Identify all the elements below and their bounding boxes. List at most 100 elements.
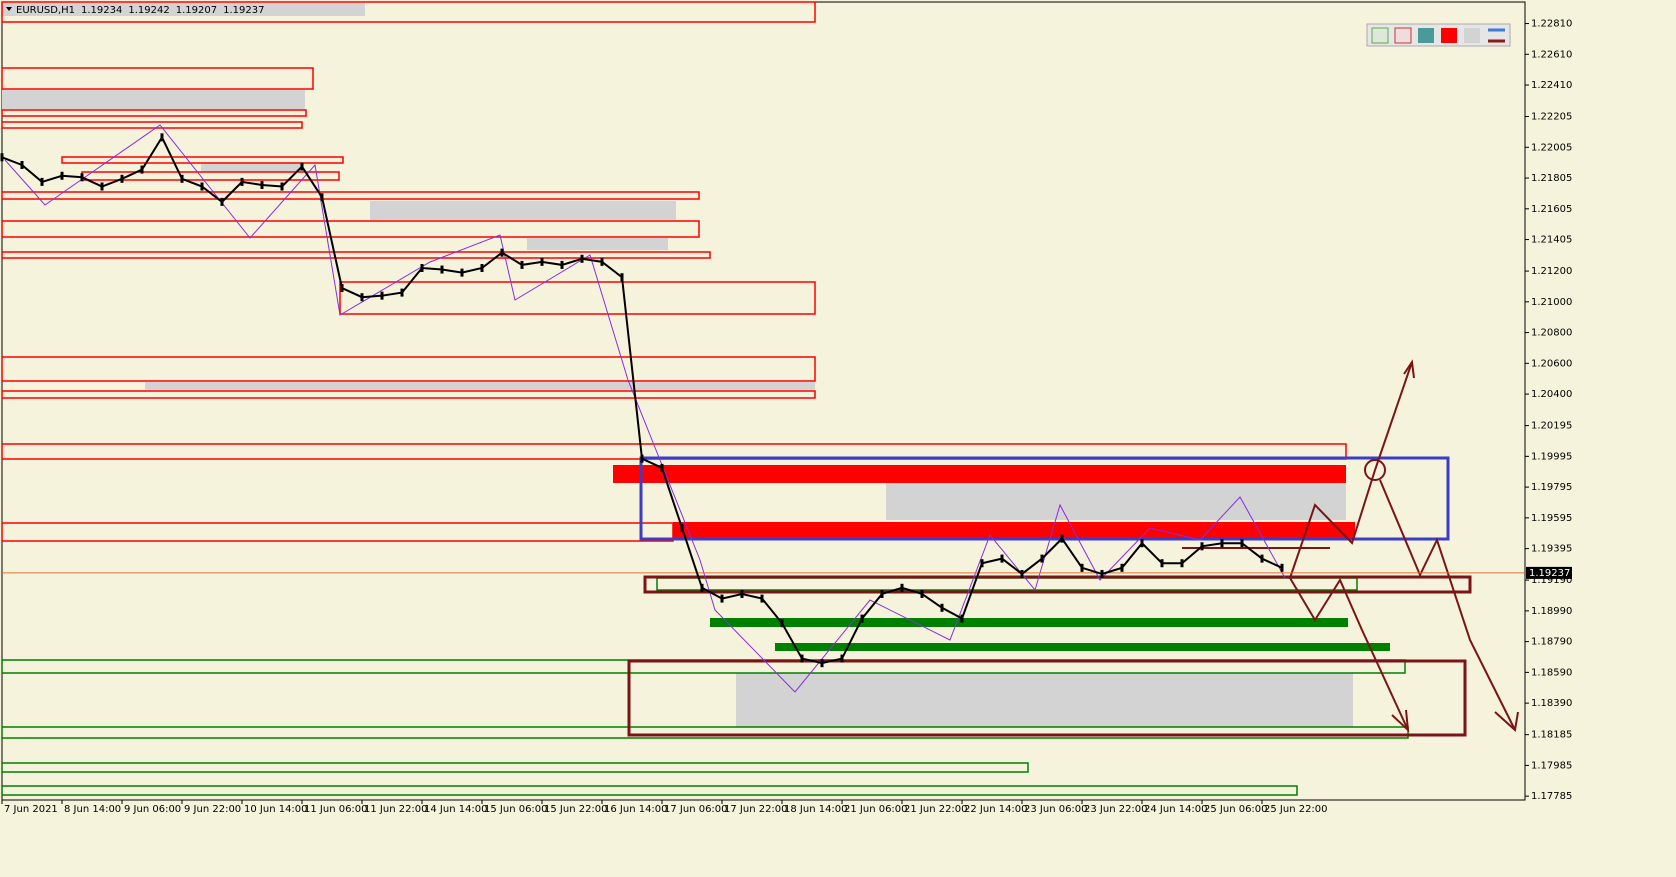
price-point bbox=[340, 283, 344, 292]
price-point bbox=[1180, 559, 1184, 568]
y-tick-label: 1.22205 bbox=[1531, 112, 1572, 123]
price-point bbox=[400, 288, 404, 297]
price-point bbox=[500, 248, 504, 257]
price-point bbox=[380, 291, 384, 300]
price-point bbox=[280, 182, 284, 191]
price-point bbox=[1260, 554, 1264, 563]
y-tick-label: 1.20400 bbox=[1531, 389, 1572, 400]
y-tick-label: 1.18590 bbox=[1531, 667, 1572, 678]
price-point bbox=[40, 177, 44, 186]
price-point bbox=[1240, 539, 1244, 548]
x-tick-label: 11 Jun 06:00 bbox=[304, 804, 368, 815]
price-point bbox=[1100, 569, 1104, 578]
price-point bbox=[160, 133, 164, 142]
price-point bbox=[1220, 539, 1224, 548]
price-point bbox=[180, 174, 184, 183]
y-tick-label: 1.19190 bbox=[1531, 575, 1572, 586]
price-point bbox=[420, 264, 424, 272]
supply-zone-filled bbox=[673, 522, 1355, 538]
header: EURUSD,H1 1.19234 1.19242 1.19207 1.19237 bbox=[16, 5, 264, 16]
symbol: EURUSD,H1 bbox=[16, 5, 75, 16]
price-point bbox=[940, 603, 944, 612]
x-tick-label: 25 Jun 06:00 bbox=[1204, 804, 1268, 815]
price-point bbox=[1160, 559, 1164, 568]
price-point bbox=[820, 659, 824, 668]
price-point bbox=[480, 264, 484, 272]
y-tick-label: 1.20800 bbox=[1531, 328, 1572, 339]
y-tick-label: 1.18790 bbox=[1531, 637, 1572, 648]
price-point bbox=[660, 463, 664, 472]
x-tick-label: 17 Jun 22:00 bbox=[724, 804, 788, 815]
price-point bbox=[1280, 563, 1284, 572]
price-point bbox=[580, 254, 584, 263]
x-tick-label: 22 Jun 14:00 bbox=[964, 804, 1028, 815]
price-point bbox=[720, 594, 724, 603]
y-tick-label: 1.21805 bbox=[1531, 173, 1572, 184]
price-point bbox=[540, 257, 544, 266]
legend-icons bbox=[1366, 23, 1511, 47]
x-tick-label: 23 Jun 22:00 bbox=[1084, 804, 1148, 815]
x-tick-label: 21 Jun 22:00 bbox=[904, 804, 968, 815]
price-point bbox=[1000, 554, 1004, 563]
price-point bbox=[860, 614, 864, 623]
y-tick-label: 1.18185 bbox=[1531, 730, 1572, 741]
y-tick-label: 1.21000 bbox=[1531, 297, 1572, 308]
price-point bbox=[80, 173, 84, 182]
price-point bbox=[1040, 554, 1044, 563]
y-tick-label: 1.21200 bbox=[1531, 266, 1572, 277]
menu-arrow bbox=[6, 7, 12, 11]
x-tick-label: 24 Jun 14:00 bbox=[1144, 804, 1208, 815]
price-point bbox=[460, 268, 464, 277]
price-point bbox=[740, 589, 744, 598]
y-tick-label: 1.19595 bbox=[1531, 513, 1572, 524]
price-point bbox=[620, 273, 624, 282]
demand-zone-filled bbox=[710, 618, 1348, 627]
price-point bbox=[20, 160, 24, 169]
price-point bbox=[1060, 534, 1064, 543]
x-tick-label: 15 Jun 22:00 bbox=[544, 804, 608, 815]
price-point bbox=[700, 583, 704, 592]
price-point bbox=[800, 654, 804, 663]
x-tick-label: 21 Jun 06:00 bbox=[844, 804, 908, 815]
price-point bbox=[960, 614, 964, 623]
y-tick-label: 1.20600 bbox=[1531, 358, 1572, 369]
x-tick-label: 7 Jun 2021 bbox=[4, 804, 58, 815]
maroon-box bbox=[643, 575, 1472, 594]
x-tick-label: 18 Jun 14:00 bbox=[784, 804, 848, 815]
ohlc-value: 1.19237 bbox=[223, 5, 264, 16]
x-tick-label: 23 Jun 06:00 bbox=[1024, 804, 1088, 815]
supply-zones bbox=[1, 1, 1347, 542]
y-tick-label: 1.21405 bbox=[1531, 235, 1572, 246]
x-tick-label: 10 Jun 14:00 bbox=[244, 804, 308, 815]
price-point bbox=[300, 162, 304, 171]
demand-zones bbox=[1, 577, 1409, 796]
y-tick-label: 1.21605 bbox=[1531, 204, 1572, 215]
price-point bbox=[760, 594, 764, 603]
x-tick-label: 14 Jun 14:00 bbox=[424, 804, 488, 815]
maroon-box bbox=[627, 659, 1467, 737]
price-point bbox=[1120, 563, 1124, 572]
y-tick-label: 1.22410 bbox=[1531, 80, 1572, 91]
supply-zone-filled bbox=[613, 465, 1346, 483]
price-marker-label: 1.19237 bbox=[1529, 568, 1570, 579]
ohlc-value: 1.19207 bbox=[176, 5, 217, 16]
x-tick-label: 15 Jun 06:00 bbox=[484, 804, 548, 815]
x-tick-label: 25 Jun 22:00 bbox=[1264, 804, 1328, 815]
price-point bbox=[140, 165, 144, 174]
price-point bbox=[1020, 569, 1024, 578]
y-tick-label: 1.22610 bbox=[1531, 49, 1572, 60]
price-point bbox=[120, 174, 124, 183]
x-tick-label: 11 Jun 22:00 bbox=[364, 804, 428, 815]
price-point bbox=[600, 257, 604, 266]
price-point bbox=[260, 180, 264, 189]
x-tick-label: 16 Jun 14:00 bbox=[604, 804, 668, 815]
price-point bbox=[220, 197, 224, 206]
y-tick-label: 1.19995 bbox=[1531, 451, 1572, 462]
ohlc-value: 1.19234 bbox=[81, 5, 122, 16]
price-point bbox=[780, 619, 784, 628]
y-tick-label: 1.19795 bbox=[1531, 482, 1572, 493]
x-tick-label: 9 Jun 22:00 bbox=[184, 804, 241, 815]
price-point bbox=[0, 153, 4, 162]
x-tick-label: 9 Jun 06:00 bbox=[124, 804, 181, 815]
